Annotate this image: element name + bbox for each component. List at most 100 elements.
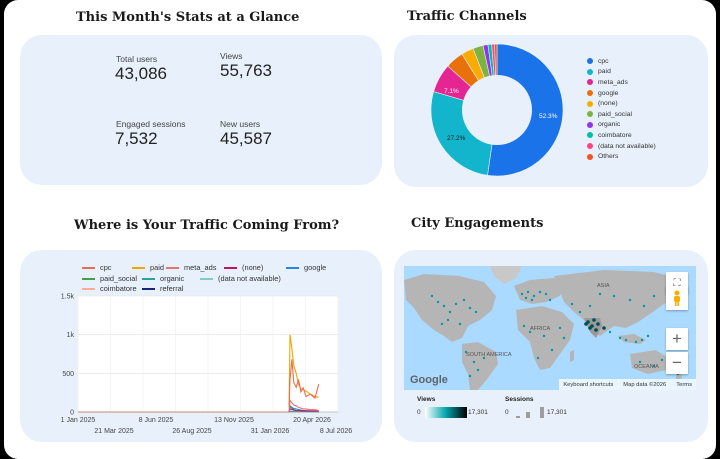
- city-marker[interactable]: [520, 292, 524, 296]
- city-marker[interactable]: [528, 330, 532, 334]
- pegman-icon[interactable]: [666, 286, 688, 310]
- city-marker[interactable]: [596, 322, 600, 326]
- city-marker[interactable]: [640, 338, 644, 342]
- city-marker[interactable]: [476, 368, 480, 372]
- timeline-legend-organic[interactable]: organic: [142, 274, 184, 283]
- city-marker[interactable]: [536, 356, 540, 360]
- x-tick-label: 1 Jan 2025: [61, 417, 96, 424]
- city-marker[interactable]: [612, 294, 616, 298]
- engaged-sessions-value: 7,532: [115, 129, 158, 148]
- city-marker[interactable]: [526, 290, 530, 294]
- city-marker[interactable]: [652, 294, 656, 298]
- legend-swatch: [82, 266, 95, 269]
- city-marker[interactable]: [468, 374, 472, 378]
- zoom-out-button[interactable]: −: [666, 352, 688, 374]
- city-marker[interactable]: [646, 334, 650, 338]
- city-marker[interactable]: [642, 304, 646, 308]
- legend-item-others[interactable]: Others: [587, 151, 656, 162]
- series-line-meta-ads[interactable]: [288, 399, 319, 412]
- city-marker[interactable]: [440, 322, 444, 326]
- timeline-legend-google[interactable]: google: [286, 263, 326, 272]
- city-marker[interactable]: [530, 298, 534, 302]
- x-tick-label: 20 Apr 2026: [293, 417, 331, 424]
- legend-swatch: [166, 266, 179, 269]
- city-marker[interactable]: [538, 290, 542, 294]
- city-marker[interactable]: [588, 304, 592, 308]
- city-marker[interactable]: [482, 356, 486, 360]
- legend-item-data-not-available[interactable]: (data not available): [587, 141, 656, 152]
- city-marker[interactable]: [570, 302, 574, 306]
- legend-swatch: [142, 287, 155, 290]
- map-canvas[interactable]: ASIA AFRICA SOUTH AMERICA OCEANIA: [404, 266, 696, 390]
- y-tick-label: 500: [62, 371, 74, 378]
- zoom-in-button[interactable]: +: [666, 328, 688, 350]
- city-marker[interactable]: [544, 292, 548, 296]
- city-marker[interactable]: [652, 364, 656, 368]
- legend-item-paid[interactable]: paid: [587, 67, 656, 78]
- legend-item-google[interactable]: google: [587, 88, 656, 99]
- timeline-legend-referral[interactable]: referral: [142, 284, 183, 293]
- city-marker[interactable]: [522, 324, 526, 328]
- timeline-legend-data-not-available[interactable]: (data not available): [200, 274, 281, 283]
- city-marker[interactable]: [624, 338, 628, 342]
- views-legend-max: 17,301: [468, 409, 488, 416]
- city-marker[interactable]: [454, 302, 458, 306]
- city-marker[interactable]: [602, 326, 606, 330]
- timeline-legend-none[interactable]: (none): [224, 263, 263, 272]
- city-marker[interactable]: [474, 310, 478, 314]
- city-marker[interactable]: [608, 330, 612, 334]
- city-marker[interactable]: [524, 296, 528, 300]
- city-marker[interactable]: [468, 306, 472, 310]
- timeline-legend-cpc[interactable]: cpc: [82, 263, 112, 272]
- city-marker[interactable]: [446, 318, 450, 322]
- city-marker[interactable]: [592, 318, 596, 322]
- city-marker[interactable]: [436, 300, 440, 304]
- city-marker[interactable]: [660, 358, 664, 362]
- city-marker[interactable]: [448, 310, 452, 314]
- city-marker[interactable]: [584, 322, 588, 326]
- legend-item-organic[interactable]: organic: [587, 120, 656, 131]
- terms-link[interactable]: Terms: [676, 381, 692, 388]
- city-marker[interactable]: [532, 294, 536, 298]
- traffic-channels-title: Traffic Channels: [407, 9, 527, 24]
- city-marker[interactable]: [472, 360, 476, 364]
- timeline-legend-meta-ads[interactable]: meta_ads: [166, 263, 216, 272]
- timeline-legend-paid[interactable]: paid: [132, 263, 164, 272]
- keyboard-shortcuts-link[interactable]: Keyboard shortcuts: [563, 381, 614, 388]
- legend-item-meta-ads[interactable]: meta_ads: [587, 77, 656, 88]
- city-marker[interactable]: [588, 326, 592, 330]
- city-marker[interactable]: [594, 328, 598, 332]
- city-marker[interactable]: [638, 360, 642, 364]
- city-marker[interactable]: [578, 310, 582, 314]
- series-line-cpc[interactable]: [288, 359, 320, 408]
- timeline-legend-coimbatore[interactable]: coimbatore: [82, 284, 137, 293]
- series-line-none[interactable]: [288, 408, 319, 412]
- city-marker[interactable]: [562, 336, 566, 340]
- stats-card: Total users 43,086 Views 55,763 Engaged …: [20, 35, 382, 185]
- city-marker[interactable]: [618, 336, 622, 340]
- legend-item-paid-social[interactable]: paid_social: [587, 109, 656, 120]
- city-marker[interactable]: [634, 340, 638, 344]
- city-marker[interactable]: [464, 350, 468, 354]
- city-marker[interactable]: [628, 298, 632, 302]
- world-map[interactable]: ASIA AFRICA SOUTH AMERICA OCEANIA ⛶ + − …: [404, 266, 696, 390]
- google-logo: Google: [410, 374, 448, 386]
- legend-item-coimbatore[interactable]: coimbatore: [587, 130, 656, 141]
- city-marker[interactable]: [458, 322, 462, 326]
- map-label-oceania: OCEANIA: [634, 364, 659, 370]
- legend-label: paid_social: [100, 274, 137, 283]
- legend-item-cpc[interactable]: cpc: [587, 56, 656, 67]
- city-marker[interactable]: [550, 348, 554, 352]
- traffic-timeline-card: cpc paid meta_ads (none) google paid_social or…: [20, 250, 382, 442]
- city-marker[interactable]: [542, 334, 546, 338]
- legend-item-none[interactable]: (none): [587, 98, 656, 109]
- city-marker[interactable]: [548, 298, 552, 302]
- city-marker[interactable]: [558, 326, 562, 330]
- city-marker[interactable]: [430, 294, 434, 298]
- city-marker[interactable]: [462, 298, 466, 302]
- city-marker[interactable]: [442, 304, 446, 308]
- timeline-legend-paid-social[interactable]: paid_social: [82, 274, 137, 283]
- legend-dot: [587, 121, 593, 128]
- city-marker[interactable]: [598, 292, 602, 296]
- y-tick-label: 1k: [67, 332, 75, 339]
